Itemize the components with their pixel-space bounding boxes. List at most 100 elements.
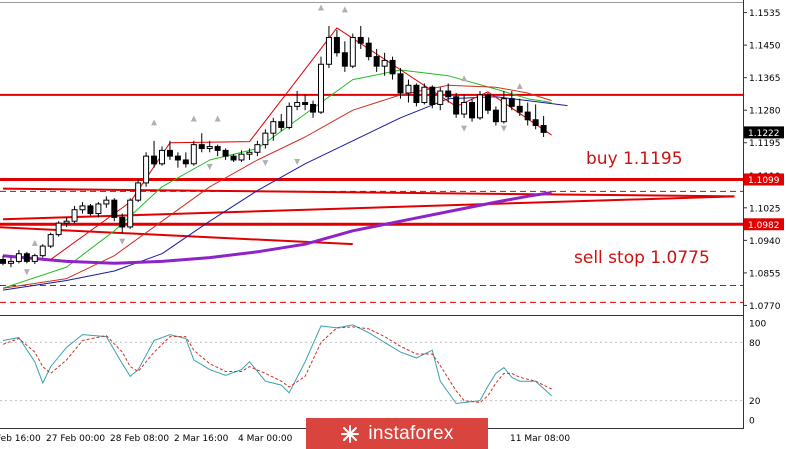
candle-body <box>214 146 221 151</box>
candle <box>365 37 372 61</box>
candle <box>39 244 46 258</box>
candle-body <box>31 255 38 262</box>
candle-body <box>174 155 181 161</box>
time-tick-label: 27 Feb 00:00 <box>46 434 105 444</box>
watermark: instaforex <box>306 418 488 449</box>
candle-body <box>79 205 86 211</box>
candle <box>445 83 452 103</box>
candle <box>516 98 523 116</box>
candle <box>294 91 301 111</box>
sell-annotation: sell stop 1.0775 <box>574 248 710 268</box>
candle <box>469 98 476 122</box>
candle <box>31 253 38 265</box>
candle-body <box>397 73 404 94</box>
candle <box>55 221 62 237</box>
candle <box>238 150 245 162</box>
trend-line <box>2 195 735 221</box>
candle <box>477 91 483 120</box>
candle-body <box>71 209 78 222</box>
candle <box>87 203 94 216</box>
candle-body <box>230 155 237 161</box>
price-tick-label: 1.1365 <box>749 74 781 84</box>
candle <box>278 114 285 132</box>
candle <box>310 100 317 118</box>
candle <box>532 104 539 130</box>
candle-body <box>532 119 539 127</box>
time-tick-label: 28 Feb 08:00 <box>110 434 169 444</box>
candle-body <box>63 220 70 224</box>
candle-body <box>477 94 483 119</box>
price-tick-label: 1.0770 <box>749 302 781 312</box>
candle <box>349 33 356 69</box>
moving-average-ma_long <box>2 191 552 265</box>
candle-body <box>0 258 6 264</box>
candle <box>174 152 181 168</box>
candle-body <box>222 149 229 157</box>
price-tick-label: 1.0940 <box>749 237 781 247</box>
candle <box>461 94 468 118</box>
candle <box>437 87 444 111</box>
candle-body <box>318 63 324 113</box>
stochastic-tick-label: 100 <box>749 320 766 330</box>
candle <box>373 48 380 72</box>
candle <box>190 140 197 166</box>
candle <box>151 140 158 168</box>
candle <box>524 102 531 126</box>
candle-body <box>500 98 507 123</box>
candle <box>159 146 165 166</box>
candle-body <box>421 86 428 104</box>
candle <box>270 117 277 141</box>
candle <box>206 140 213 153</box>
candle <box>127 198 134 229</box>
moving-average-ma_fast <box>2 69 552 289</box>
fractal-up-marker <box>516 82 523 89</box>
trend-line <box>2 187 735 198</box>
candle <box>0 255 6 266</box>
candle-body <box>365 42 372 58</box>
candle-body <box>151 155 158 165</box>
candle-body <box>127 199 134 228</box>
candle <box>500 91 507 124</box>
candlesticks <box>0 25 547 268</box>
candle-body <box>143 155 150 184</box>
candle <box>508 91 515 111</box>
candle <box>357 25 364 49</box>
candle-body <box>23 253 30 262</box>
candle <box>540 115 547 137</box>
candle <box>405 79 412 103</box>
candle-body <box>429 86 436 105</box>
current-price-tag <box>744 126 784 139</box>
candle-body <box>7 260 14 264</box>
candle-body <box>508 98 515 107</box>
candle <box>15 249 22 264</box>
stochastic-tick-label: 20 <box>749 397 761 407</box>
candle <box>23 251 30 264</box>
candle-body <box>166 149 173 157</box>
candle-body <box>349 36 356 67</box>
candle <box>182 152 189 168</box>
candle-body <box>286 105 293 128</box>
candle-body <box>437 90 444 105</box>
candle <box>254 140 261 157</box>
candle-body <box>238 153 245 161</box>
candle <box>318 56 324 115</box>
candle-body <box>333 36 340 54</box>
candle <box>413 83 420 107</box>
candle <box>47 232 54 249</box>
fractal-up-marker <box>461 75 468 82</box>
candle <box>103 196 110 208</box>
candle <box>341 41 348 72</box>
fractal-up-marker <box>341 6 348 13</box>
candle-body <box>39 245 46 257</box>
candle <box>111 198 118 222</box>
candle-body <box>270 121 277 134</box>
fractal-up-marker <box>214 115 221 122</box>
candle-body <box>182 159 189 165</box>
candle-body <box>540 125 547 133</box>
instaforex-logo-icon <box>341 424 360 443</box>
price-tick-label: 1.1025 <box>749 204 781 214</box>
stochastic-stoch_main <box>2 324 552 405</box>
candle <box>333 29 340 57</box>
price-tick-label: 1.1535 <box>749 9 781 19</box>
fractals <box>23 4 523 276</box>
